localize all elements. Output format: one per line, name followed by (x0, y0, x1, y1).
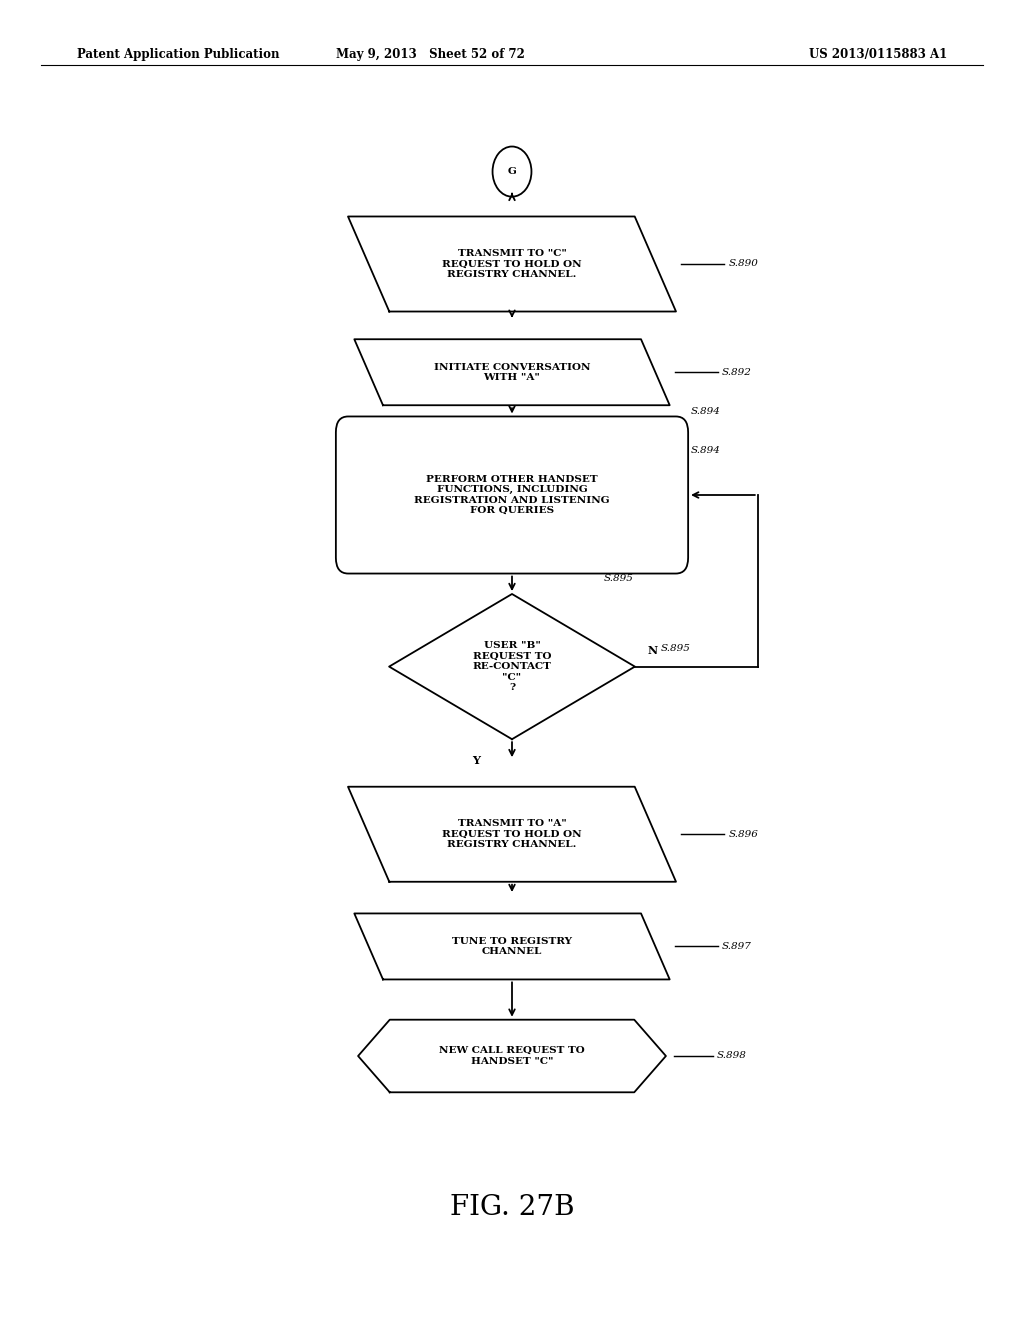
Text: FIG. 27B: FIG. 27B (450, 1195, 574, 1221)
Text: TRANSMIT TO "A"
REQUEST TO HOLD ON
REGISTRY CHANNEL.: TRANSMIT TO "A" REQUEST TO HOLD ON REGIS… (442, 820, 582, 849)
Text: S.895: S.895 (660, 644, 690, 653)
Text: TRANSMIT TO "C"
REQUEST TO HOLD ON
REGISTRY CHANNEL.: TRANSMIT TO "C" REQUEST TO HOLD ON REGIS… (442, 249, 582, 279)
Text: PERFORM OTHER HANDSET
FUNCTIONS, INCLUDING
REGISTRATION AND LISTENING
FOR QUERIE: PERFORM OTHER HANDSET FUNCTIONS, INCLUDI… (414, 475, 610, 515)
Text: S.894: S.894 (691, 446, 721, 455)
Text: Y: Y (472, 755, 480, 766)
Text: Patent Application Publication: Patent Application Publication (77, 48, 280, 61)
Text: G: G (508, 168, 516, 176)
Text: INITIATE CONVERSATION
WITH "A": INITIATE CONVERSATION WITH "A" (434, 363, 590, 381)
Text: NEW CALL REQUEST TO
HANDSET "C": NEW CALL REQUEST TO HANDSET "C" (439, 1047, 585, 1065)
Text: USER "B"
REQUEST TO
RE-CONTACT
"C"
?: USER "B" REQUEST TO RE-CONTACT "C" ? (472, 642, 552, 692)
Text: S.896: S.896 (728, 830, 758, 838)
Text: May 9, 2013   Sheet 52 of 72: May 9, 2013 Sheet 52 of 72 (336, 48, 524, 61)
Text: TUNE TO REGISTRY
CHANNEL: TUNE TO REGISTRY CHANNEL (452, 937, 572, 956)
Text: S.897: S.897 (722, 942, 752, 950)
Text: S.895: S.895 (604, 574, 634, 583)
Text: N: N (647, 645, 657, 656)
Text: S.890: S.890 (728, 260, 758, 268)
Text: S.898: S.898 (717, 1052, 746, 1060)
Text: S.894: S.894 (691, 408, 721, 417)
Text: S.892: S.892 (722, 368, 752, 376)
Text: US 2013/0115883 A1: US 2013/0115883 A1 (809, 48, 947, 61)
